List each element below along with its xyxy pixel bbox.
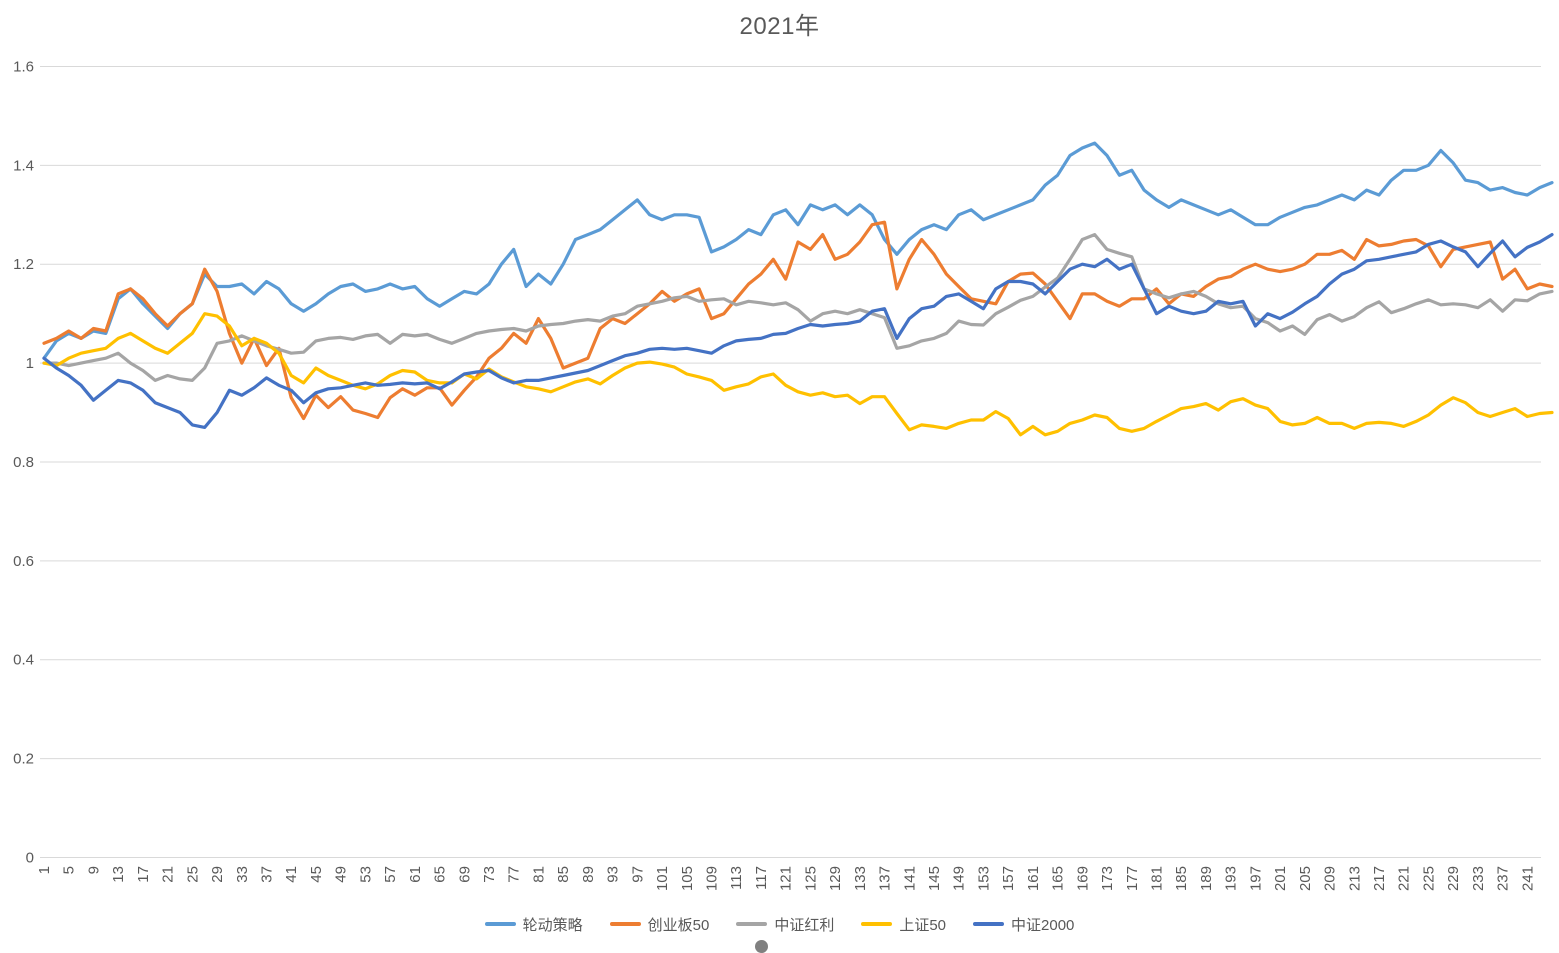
series-line-中证红利[interactable] (42, 233, 1554, 382)
x-axis-tick-label: 5 (61, 866, 78, 874)
x-axis-tick-label: 213 (1346, 866, 1363, 891)
x-axis-tick-label: 149 (951, 866, 968, 891)
legend-item-创业板50[interactable]: 创业板50 (609, 914, 710, 935)
y-axis-tick-label: 0.2 (13, 751, 34, 768)
legend-item-上证50[interactable]: 上证50 (861, 914, 946, 935)
y-axis-tick-label: 0.6 (13, 553, 34, 570)
x-axis-tick-label: 29 (209, 866, 226, 883)
x-axis-tick-label: 21 (160, 866, 177, 883)
x-axis-tick-label: 169 (1074, 866, 1091, 891)
x-axis-tick-label: 197 (1247, 866, 1264, 891)
y-axis-tick-label: 0.4 (13, 652, 34, 669)
legend-item-中证2000[interactable]: 中证2000 (973, 914, 1074, 935)
x-axis-tick-label: 93 (605, 866, 622, 883)
x-axis-tick-label: 185 (1173, 866, 1190, 891)
x-axis-tick-label: 57 (382, 866, 399, 883)
x-axis-tick-label: 49 (333, 866, 350, 883)
x-axis-tick-label: 85 (555, 866, 572, 883)
legend-item-中证红利[interactable]: 中证红利 (736, 914, 834, 935)
x-axis-tick-label: 153 (975, 866, 992, 891)
legend: 轮动策略 创业板50 中证红利 上证50 中证2000 (0, 911, 1559, 937)
legend-line-swatch (973, 922, 1005, 926)
x-axis-tick-label: 13 (110, 866, 127, 883)
x-axis-tick-label: 105 (679, 866, 696, 891)
legend-line-swatch (861, 922, 893, 926)
x-axis-tick-label: 101 (654, 866, 671, 891)
x-axis-tick-label: 221 (1396, 866, 1413, 891)
x-axis-tick-label: 77 (506, 866, 523, 883)
x-axis-tick-label: 201 (1272, 866, 1289, 891)
x-axis-tick-label: 65 (432, 866, 449, 883)
x-axis-tick-label: 225 (1420, 866, 1437, 891)
series-line-中证2000[interactable] (42, 233, 1554, 429)
x-axis-tick-label: 125 (802, 866, 819, 891)
series-line-创业板50[interactable] (42, 220, 1554, 421)
x-axis-tick-label: 41 (283, 866, 300, 883)
x-axis-tick-label: 177 (1124, 866, 1141, 891)
x-axis-tick-label: 129 (827, 866, 844, 891)
x-axis-tick-label: 209 (1322, 866, 1339, 891)
series-line-轮动策略[interactable] (42, 141, 1554, 360)
x-axis-tick-label: 1 (36, 866, 53, 874)
x-axis-tick-label: 113 (728, 866, 745, 890)
legend-label: 中证2000 (1011, 916, 1075, 934)
x-axis-tick-label: 17 (135, 866, 152, 883)
y-axis-tick-label: 1.6 (13, 58, 34, 75)
y-axis-tick-label: 0.8 (13, 454, 34, 471)
x-axis-tick-label: 189 (1198, 866, 1215, 891)
x-axis-tick-label: 165 (1050, 866, 1067, 891)
x-axis-tick-label: 133 (852, 866, 869, 891)
x-axis-tick-label: 45 (308, 866, 325, 883)
x-axis-tick-label: 37 (258, 866, 275, 883)
x-axis-tick-label: 181 (1148, 866, 1165, 891)
x-axis-tick-label: 141 (901, 866, 918, 891)
x-axis-tick-label: 61 (407, 866, 424, 883)
x-axis-tick-label: 137 (877, 866, 894, 891)
x-axis-tick-label: 89 (580, 866, 597, 883)
y-axis-tick-label: 1 (26, 355, 34, 372)
legend-line-swatch (609, 922, 641, 926)
x-axis-tick-label: 173 (1099, 866, 1116, 891)
x-axis-tick-label: 25 (184, 866, 201, 883)
x-axis-tick-label: 193 (1223, 866, 1240, 891)
x-axis-tick-label: 121 (778, 866, 795, 891)
x-axis-tick-label: 157 (1000, 866, 1017, 891)
x-axis-tick-label: 117 (753, 866, 770, 890)
chart-title[interactable]: 2021年 (739, 13, 820, 40)
x-axis-tick-label: 237 (1495, 866, 1512, 891)
x-axis-tick-label: 9 (85, 866, 102, 874)
x-axis-tick-label: 205 (1297, 866, 1314, 891)
x-axis-tick-label: 33 (234, 866, 251, 883)
x-axis-tick-label: 229 (1445, 866, 1462, 891)
y-axis-tick-label: 0 (26, 850, 34, 867)
x-axis-tick-label: 241 (1519, 866, 1536, 891)
legend-line-swatch (484, 922, 516, 926)
x-axis-tick-label: 161 (1025, 866, 1042, 891)
x-axis-tick-label: 81 (530, 866, 547, 883)
legend-label: 中证红利 (774, 916, 835, 934)
x-axis-tick-label: 69 (456, 866, 473, 883)
x-axis-tick-label: 53 (357, 866, 374, 883)
x-axis-tick-label: 217 (1371, 866, 1388, 891)
x-axis-tick-label: 109 (703, 866, 720, 891)
x-axis-tick-label: 233 (1470, 866, 1487, 891)
y-axis-tick-label: 1.2 (13, 256, 34, 273)
legend-line-swatch (736, 922, 768, 926)
legend-label: 上证50 (899, 916, 947, 934)
legend-label: 轮动策略 (522, 916, 583, 934)
x-axis-tick-label: 97 (629, 866, 646, 883)
legend-item-轮动策略[interactable]: 轮动策略 (484, 914, 583, 935)
legend-label: 创业板50 (647, 916, 710, 934)
series-line-上证50[interactable] (42, 312, 1554, 437)
x-axis-tick-label: 73 (481, 866, 498, 883)
y-axis-tick-label: 1.4 (13, 157, 34, 174)
x-axis-tick-label: 145 (926, 866, 943, 891)
